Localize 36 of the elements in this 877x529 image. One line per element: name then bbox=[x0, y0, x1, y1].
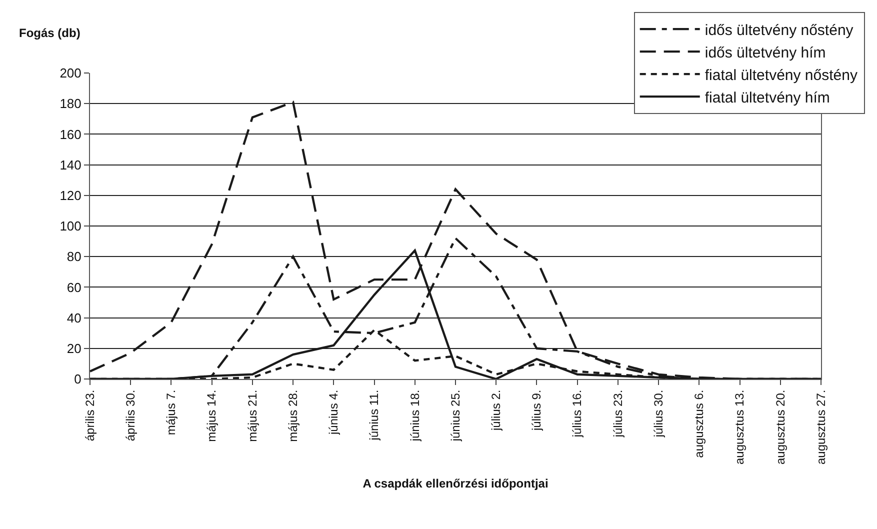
y-tick-label: 40 bbox=[66, 310, 82, 326]
legend-label: idős ültetvény nőstény bbox=[704, 22, 854, 39]
legend-label: fiatal ültetvény hím bbox=[704, 89, 830, 106]
y-tick-label: 180 bbox=[60, 96, 82, 112]
x-tick-label: június 11. bbox=[367, 390, 382, 442]
x-tick-label: április 23. bbox=[82, 390, 97, 442]
y-tick-label: 140 bbox=[60, 157, 82, 172]
x-tick-label: június 25. bbox=[448, 390, 462, 442]
x-tick-label: május 14. bbox=[204, 390, 219, 442]
x-tick-label: augusztus 27. bbox=[814, 390, 828, 465]
x-tick-label: augusztus 13. bbox=[732, 390, 747, 465]
x-tick-label: június 18. bbox=[408, 390, 422, 442]
y-tick-label: 20 bbox=[66, 340, 82, 356]
x-tick-label: június 4. bbox=[326, 390, 341, 436]
x-tick-label: július 9. bbox=[530, 390, 544, 432]
legend-label: idős ültetvény hím bbox=[704, 44, 826, 62]
x-tick-label: július 23. bbox=[610, 390, 625, 438]
x-tick-label: augusztus 20. bbox=[773, 390, 788, 465]
y-axis-title: Fogás (db) bbox=[19, 26, 80, 40]
y-tick-label: 100 bbox=[60, 218, 82, 234]
x-axis-title: A csapdák ellenőrzési időpontjai bbox=[362, 476, 548, 490]
y-tick-label: 80 bbox=[66, 249, 82, 264]
y-tick-label: 60 bbox=[66, 280, 82, 295]
y-tick-label: 160 bbox=[60, 126, 82, 142]
x-tick-label: július 30. bbox=[651, 390, 666, 438]
x-tick-label: augusztus 6. bbox=[692, 390, 706, 458]
x-tick-label: május 28. bbox=[286, 390, 300, 442]
x-tick-label: július 16. bbox=[570, 390, 584, 438]
legend-label: fiatal ültetvény nőstény bbox=[704, 66, 858, 84]
y-tick-label: 200 bbox=[60, 66, 82, 81]
x-tick-label: április 30. bbox=[124, 390, 138, 442]
x-tick-label: május 7. bbox=[164, 390, 178, 436]
x-tick-label: július 2. bbox=[489, 390, 504, 432]
y-tick-label: 0 bbox=[74, 372, 82, 387]
x-tick-label: május 21. bbox=[245, 390, 260, 442]
y-tick-label: 120 bbox=[60, 188, 82, 203]
